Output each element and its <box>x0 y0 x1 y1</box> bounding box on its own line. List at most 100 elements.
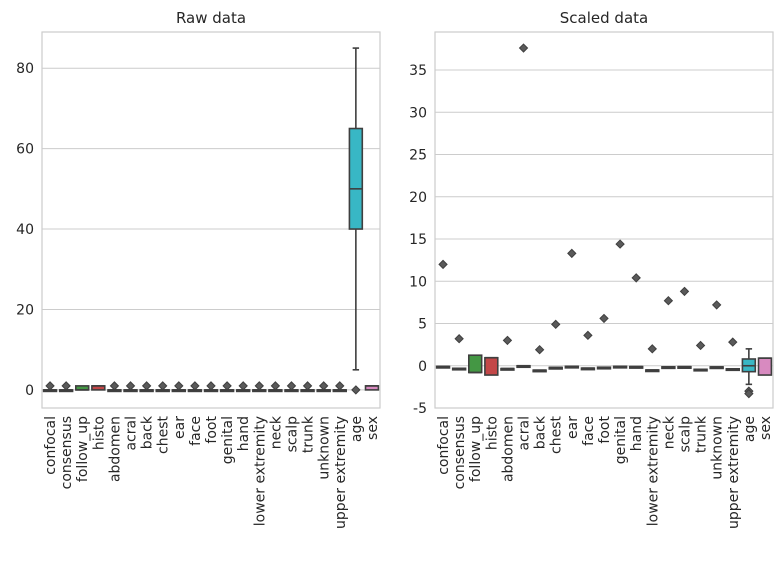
y-tick-label: 40 <box>16 222 34 238</box>
flier <box>141 381 152 391</box>
flier <box>158 381 168 391</box>
x-tick-label: hand <box>236 416 252 451</box>
flier <box>518 43 529 53</box>
x-tick-label: scalp <box>284 416 300 452</box>
flier <box>318 381 329 391</box>
x-tick-label: unknown <box>317 416 333 480</box>
flier <box>286 381 297 391</box>
flier <box>502 335 513 346</box>
flier <box>631 273 641 283</box>
x-tick-label: abdomen <box>107 416 123 482</box>
flier <box>438 259 448 270</box>
flier <box>679 286 690 297</box>
y-tick-label: 10 <box>409 274 427 290</box>
flier <box>615 239 625 249</box>
x-tick-label: abdomen <box>500 416 516 482</box>
flier <box>647 344 657 354</box>
x-tick-label: histo <box>91 416 107 450</box>
x-tick-label: acral <box>124 416 140 451</box>
x-tick-label: consensus <box>452 416 468 489</box>
x-tick-label: ear <box>565 416 581 439</box>
x-tick-label: confocal <box>436 416 452 475</box>
flier <box>663 295 674 306</box>
x-tick-label: sex <box>758 416 774 440</box>
y-tick-label: -5 <box>413 401 427 417</box>
chart-title: Scaled data <box>560 9 648 27</box>
x-tick-label: acral <box>517 416 533 451</box>
flier <box>254 381 264 391</box>
x-tick-label: unknown <box>710 416 726 480</box>
flier <box>534 344 545 355</box>
x-tick-label: follow_up <box>75 416 91 482</box>
box <box>757 357 773 376</box>
x-tick-label: back <box>533 415 549 449</box>
chart-title: Raw data <box>176 9 246 27</box>
y-tick-label: 0 <box>25 383 34 399</box>
y-tick-label: 60 <box>16 142 34 158</box>
x-tick-label: genital <box>613 416 629 464</box>
flier <box>45 381 55 391</box>
y-tick-label: 20 <box>16 302 34 318</box>
chart-panel-0: 0 20 40 60 80 confocal consensus follow_up histo… <box>16 9 381 529</box>
flier <box>454 334 464 344</box>
x-tick-label: trunk <box>694 415 710 453</box>
flier <box>728 337 738 347</box>
flier <box>335 381 345 391</box>
flier <box>599 313 609 324</box>
y-tick-label: 20 <box>409 190 427 206</box>
x-tick-label: hand <box>629 416 645 451</box>
flier <box>222 381 232 391</box>
x-tick-label: trunk <box>301 415 317 453</box>
x-tick-label: consensus <box>59 416 75 489</box>
y-tick-label: 0 <box>418 359 427 375</box>
x-tick-label: age <box>349 416 365 442</box>
x-tick-label: confocal <box>43 416 59 475</box>
y-tick-label: 5 <box>418 317 427 333</box>
y-tick-label: 15 <box>409 232 427 248</box>
flier <box>61 381 71 391</box>
x-tick-label: foot <box>597 416 613 444</box>
flier <box>695 340 706 351</box>
flier <box>270 381 281 391</box>
y-tick-label: 25 <box>409 148 427 164</box>
x-tick-label: upper extremity <box>333 416 349 529</box>
x-tick-label: age <box>742 416 758 442</box>
flier <box>125 381 136 391</box>
x-tick-label: back <box>140 415 156 449</box>
x-tick-label: foot <box>204 416 220 444</box>
x-tick-label: chest <box>549 415 565 453</box>
flier <box>206 381 216 391</box>
x-tick-label: follow_up <box>468 416 484 482</box>
flier <box>551 319 561 330</box>
flier <box>190 381 200 391</box>
flier <box>238 381 248 391</box>
box <box>348 127 364 230</box>
x-tick-label: neck <box>268 415 284 449</box>
x-tick-label: ear <box>172 416 188 439</box>
y-tick-label: 35 <box>409 63 427 79</box>
flier <box>351 385 361 395</box>
chart-panel-1: -5 0 5 10 15 20 25 30 35 confocal consensus follow_… <box>409 9 774 529</box>
flier <box>174 381 184 391</box>
x-tick-label: face <box>581 416 597 446</box>
flier <box>711 300 722 310</box>
x-tick-label: lower extremity <box>645 416 661 526</box>
x-tick-label: neck <box>661 415 677 449</box>
flier <box>109 381 120 391</box>
y-tick-label: 30 <box>409 105 427 121</box>
flier <box>744 388 754 399</box>
flier <box>583 330 593 341</box>
x-tick-label: face <box>188 416 204 446</box>
x-tick-label: upper extremity <box>726 416 742 529</box>
x-tick-label: sex <box>365 416 381 440</box>
x-tick-label: genital <box>220 416 236 464</box>
axes-frame <box>41 31 381 409</box>
axes-frame <box>434 31 774 409</box>
flier <box>302 381 313 391</box>
flier <box>567 248 577 259</box>
x-tick-label: chest <box>156 415 172 453</box>
box <box>467 354 483 374</box>
x-tick-label: lower extremity <box>252 416 268 526</box>
x-tick-label: histo <box>484 416 500 450</box>
